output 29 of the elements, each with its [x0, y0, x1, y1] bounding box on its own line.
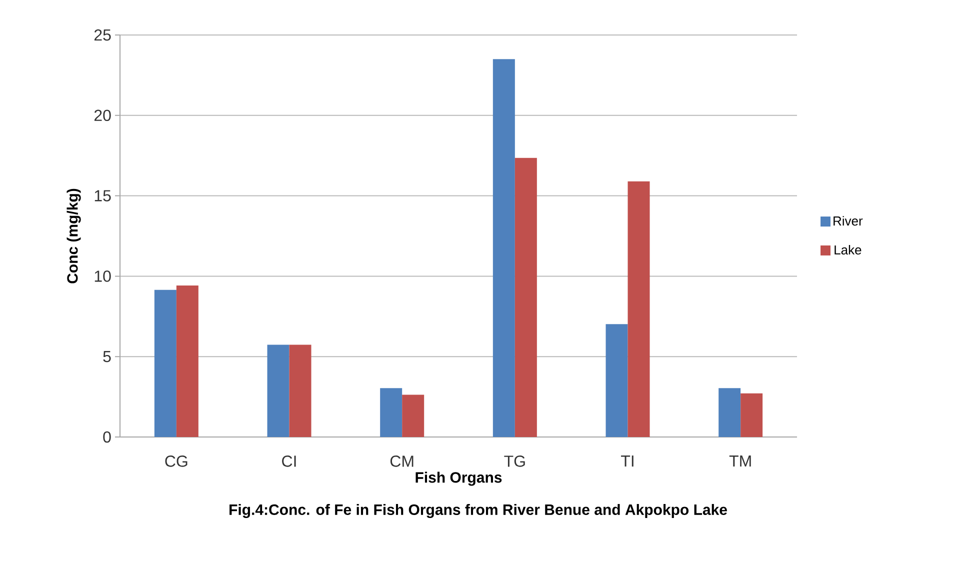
- bar: [402, 394, 424, 437]
- x-tick-label: CG: [165, 456, 188, 467]
- x-tick-label: TI: [621, 456, 634, 467]
- y-tick-label: 10: [94, 270, 111, 282]
- legend-label: Lake: [834, 244, 862, 255]
- caption: Fig.4:Conc. of Fe in Fish Organs from River Benue and Akpokpo Lake: [230, 504, 727, 518]
- bar: [380, 388, 402, 437]
- bar: [606, 324, 628, 437]
- bar: [628, 181, 650, 437]
- y-tick-label: 25: [94, 29, 111, 41]
- x-tick-label: CI: [282, 456, 296, 467]
- bar: [289, 344, 312, 437]
- bar: [718, 388, 741, 437]
- legend-label: River: [834, 216, 863, 226]
- x-axis-title: Fish Organs: [416, 472, 502, 486]
- y-tick-label: 0: [103, 431, 111, 443]
- bar: [492, 59, 515, 437]
- bar: [176, 286, 198, 437]
- bar: [154, 290, 176, 437]
- x-tick-label: CM: [390, 456, 414, 467]
- y-axis-title: Conc (mg/kg): [66, 188, 81, 284]
- y-tick-label: 20: [94, 110, 111, 122]
- bar: [740, 393, 763, 437]
- y-tick-label: 5: [103, 351, 111, 362]
- bar: [267, 344, 290, 437]
- x-tick-label: TM: [729, 456, 751, 467]
- bar: [514, 158, 537, 437]
- x-tick-label: TG: [504, 456, 525, 467]
- y-tick-label: 15: [94, 190, 111, 202]
